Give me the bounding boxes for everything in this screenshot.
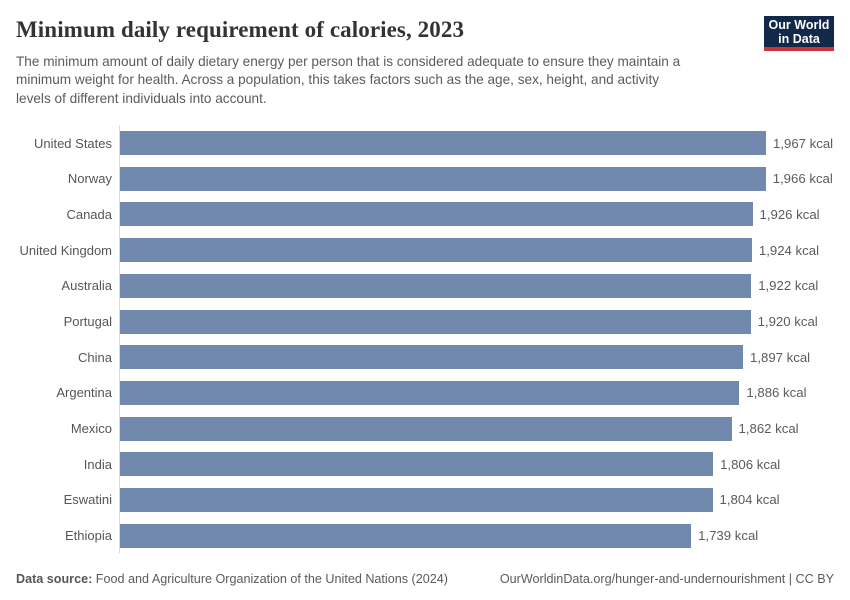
data-source-label: Data source:: [16, 572, 93, 586]
category-label-india: India: [83, 456, 112, 472]
category-label-portugal: Portugal: [63, 314, 112, 329]
chart-row: Norway 1,966 kcal: [16, 160, 834, 197]
plot-area: 1,862 kcal: [119, 410, 834, 447]
bar-united-states[interactable]: [120, 131, 766, 156]
chart-row: Portugal 1,920 kcal: [16, 303, 834, 340]
plot-area: 1,806 kcal: [119, 446, 834, 483]
chart-row: India 1,806 kcal: [16, 446, 834, 483]
bar-eswatini[interactable]: [120, 487, 713, 512]
chart-title: Minimum daily requirement of calories, 2…: [16, 17, 465, 42]
bar-india[interactable]: [120, 452, 714, 477]
chart-row: United States 1,967 kcal: [16, 125, 834, 161]
plot-area: 1,966 kcal: [119, 160, 834, 197]
owid-license-link[interactable]: OurWorldinData.org/hunger-and-undernouri…: [499, 572, 834, 586]
chart-row: United Kingdom 1,924 kcal: [16, 232, 834, 268]
category-label-norway: Norway: [67, 171, 112, 187]
plot-area: 1,926 kcal: [119, 196, 834, 233]
value-label: 1,967 kcal: [773, 135, 834, 151]
data-source-text: Food and Agriculture Organization of the…: [92, 572, 448, 586]
plot-area: 1,897 kcal: [119, 339, 834, 376]
category-label-united-states: United States: [33, 135, 112, 151]
bar-mexico[interactable]: [120, 416, 732, 441]
bar-norway[interactable]: [120, 166, 766, 191]
value-label: 1,862 kcal: [738, 421, 799, 437]
owid-logo[interactable]: Our World in Data: [764, 16, 834, 51]
bar-ethiopia[interactable]: [120, 523, 692, 548]
value-label: 1,922 kcal: [758, 278, 819, 294]
value-label: 1,920 kcal: [757, 314, 818, 329]
chart-row: Mexico 1,862 kcal: [16, 410, 834, 447]
category-label-united-kingdom: United Kingdom: [19, 242, 113, 258]
value-label: 1,886 kcal: [746, 385, 807, 401]
plot-area: 1,920 kcal: [119, 303, 834, 340]
category-label-china: China: [78, 349, 112, 365]
bar-chart: United States 1,967 kcal Norway 1,966 kcal C…: [16, 125, 834, 554]
value-label: 1,966 kcal: [772, 171, 833, 187]
category-label-mexico: Mexico: [70, 421, 112, 437]
value-label: 1,739 kcal: [698, 528, 759, 544]
plot-area: 1,967 kcal: [119, 125, 834, 161]
data-source-note: Data source: Food and Agriculture Organi…: [16, 572, 448, 586]
chart-rows: United States 1,967 kcal Norway 1,966 kcal C…: [16, 125, 834, 554]
category-label-australia: Australia: [61, 278, 112, 294]
value-label: 1,924 kcal: [758, 242, 820, 258]
chart-footer: Data source: Food and Agriculture Organi…: [16, 572, 834, 586]
bar-china[interactable]: [120, 345, 743, 370]
chart-header: Minimum daily requirement of calories, 2…: [16, 14, 834, 108]
chart-row: China 1,897 kcal: [16, 339, 834, 376]
category-label-canada: Canada: [66, 206, 112, 222]
chart-row: Ethiopia 1,739 kcal: [16, 517, 834, 554]
chart-row: Argentina 1,886 kcal: [16, 375, 834, 411]
plot-area: 1,739 kcal: [119, 517, 834, 554]
plot-area: 1,804 kcal: [119, 482, 834, 518]
value-label: 1,897 kcal: [750, 349, 811, 365]
value-label: 1,806 kcal: [720, 456, 781, 472]
bar-united-kingdom[interactable]: [120, 238, 752, 263]
category-label-ethiopia: Ethiopia: [65, 528, 112, 544]
plot-area: 1,924 kcal: [119, 232, 834, 268]
bar-canada[interactable]: [120, 202, 753, 227]
category-label-argentina: Argentina: [56, 385, 112, 401]
value-label: 1,926 kcal: [759, 206, 820, 222]
chart-row: Canada 1,926 kcal: [16, 196, 834, 233]
bar-argentina[interactable]: [120, 380, 740, 405]
plot-area: 1,886 kcal: [119, 375, 834, 411]
bar-australia[interactable]: [120, 273, 752, 298]
chart-subtitle: The minimum amount of daily dietary ener…: [16, 54, 681, 106]
bar-portugal[interactable]: [120, 309, 751, 334]
chart-row: Eswatini 1,804 kcal: [16, 482, 834, 518]
chart-row: Australia 1,922 kcal: [16, 267, 834, 304]
plot-area: 1,922 kcal: [119, 267, 834, 304]
category-label-eswatini: Eswatini: [63, 492, 112, 508]
title-block: Minimum daily requirement of calories, 2…: [16, 14, 764, 108]
value-label: 1,804 kcal: [719, 492, 780, 508]
